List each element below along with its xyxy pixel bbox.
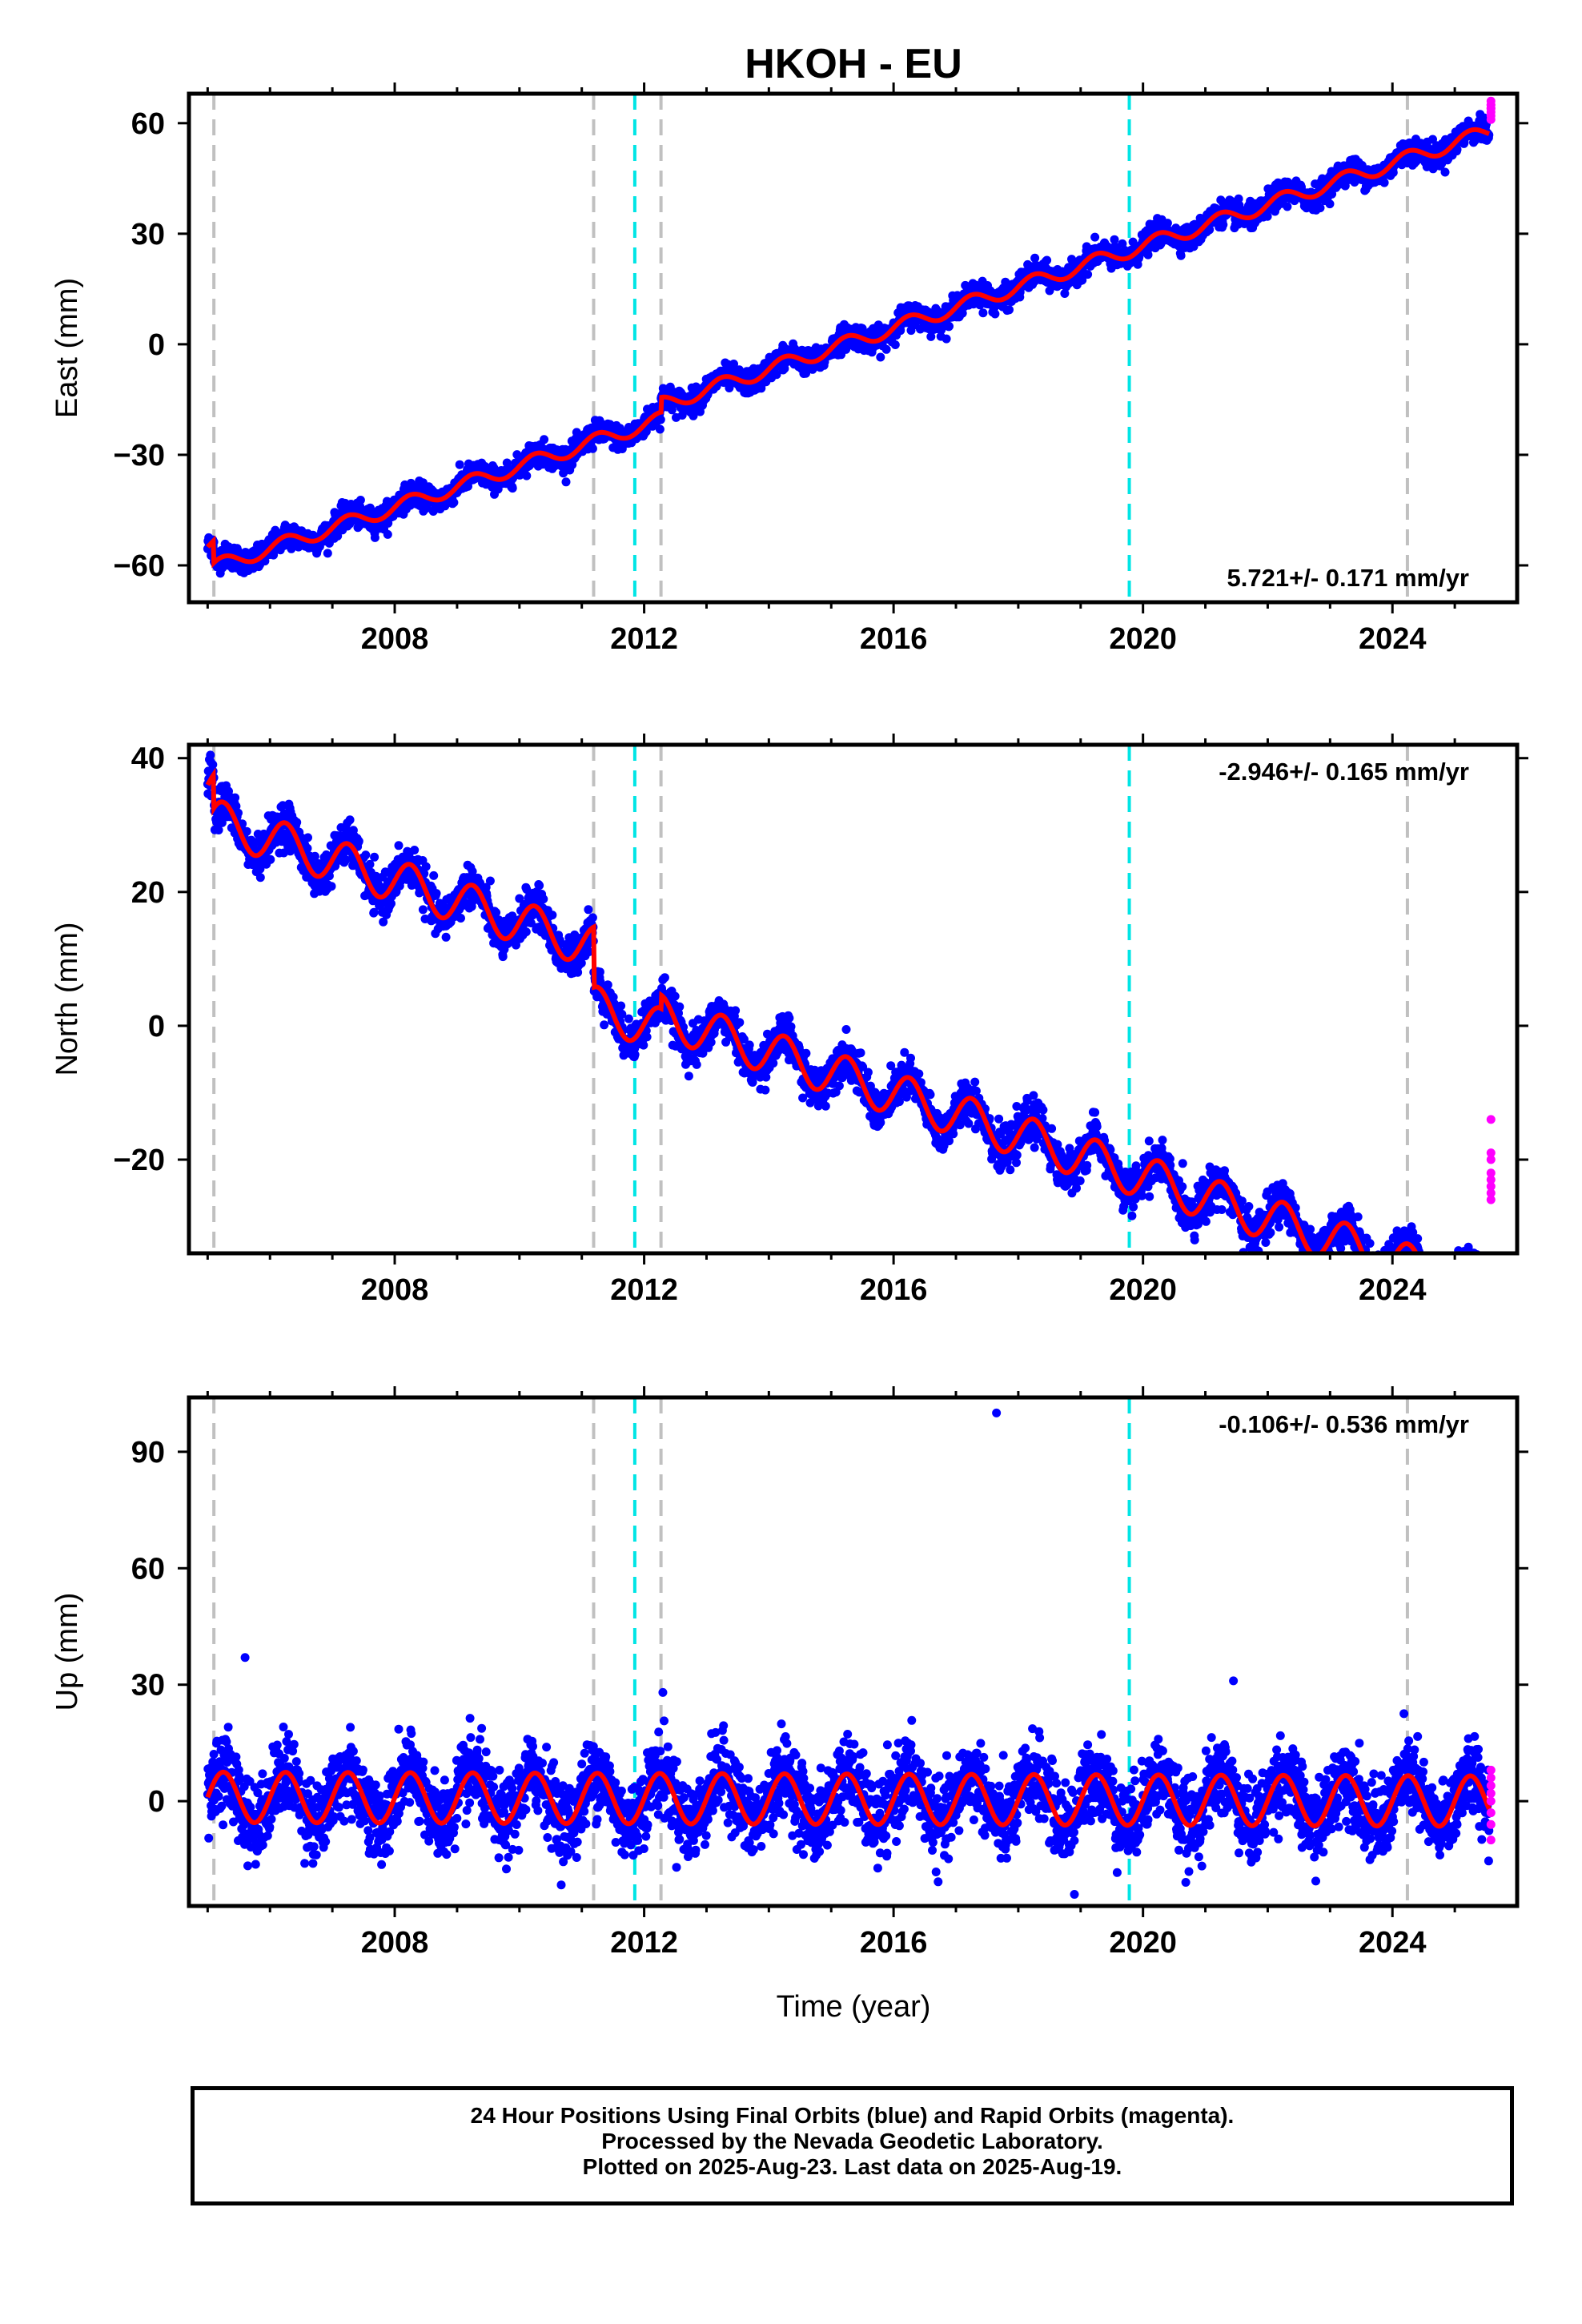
final-orbit-point xyxy=(231,793,240,802)
velocity-rate-label: 5.721+/- 0.171 mm/yr xyxy=(1227,564,1469,592)
final-orbit-point xyxy=(512,450,522,460)
final-orbit-point xyxy=(1283,202,1292,211)
final-orbit-point xyxy=(588,444,597,453)
final-orbit-point xyxy=(890,340,900,349)
final-orbit-point xyxy=(441,932,451,942)
final-orbit-point xyxy=(1090,232,1100,242)
final-orbit-point xyxy=(429,870,439,880)
final-orbit-point xyxy=(561,477,571,487)
final-orbit-point xyxy=(588,913,597,923)
final-orbit-point xyxy=(772,370,781,380)
panels-layer: 2008 2012 2016 2020 2024 60 30 0 −30 −60 East (mm)… xyxy=(50,82,1528,1960)
final-orbit-point xyxy=(1030,253,1040,263)
final-orbit-point xyxy=(1110,235,1119,244)
final-orbit-point xyxy=(323,549,332,558)
final-orbit-point xyxy=(945,321,954,331)
final-orbit-point xyxy=(432,889,441,899)
final-orbit-point xyxy=(1219,220,1228,230)
x-tick-label: 2008 xyxy=(361,622,429,656)
final-orbit-point xyxy=(1176,251,1186,260)
final-orbit-point xyxy=(1083,270,1093,279)
y-tick-label: 0 xyxy=(148,328,165,362)
final-orbit-point xyxy=(303,833,312,842)
final-orbit-point xyxy=(656,415,665,424)
y-tick-label: 30 xyxy=(131,218,165,251)
plot-area xyxy=(203,745,1496,1253)
final-orbit-point xyxy=(354,836,363,846)
final-orbit-point xyxy=(540,435,549,444)
final-orbit-point xyxy=(327,882,336,891)
final-orbit-point xyxy=(539,895,548,904)
final-orbit-point xyxy=(876,352,885,362)
final-orbit-point xyxy=(508,484,517,493)
final-orbit-point xyxy=(370,852,379,862)
final-orbit-point xyxy=(535,881,544,891)
final-orbit-point xyxy=(383,529,392,539)
plot-area xyxy=(203,94,1496,602)
rapid-orbit-point xyxy=(1486,103,1496,113)
y-axis-label: East (mm) xyxy=(50,278,84,418)
x-tick-label: 2024 xyxy=(1359,622,1427,656)
final-orbit-point xyxy=(345,815,355,825)
y-tick-label: −30 xyxy=(114,439,165,472)
final-orbit-point xyxy=(548,911,557,920)
final-orbit-point xyxy=(370,533,379,542)
final-orbit-point xyxy=(361,850,371,860)
final-orbit-point xyxy=(881,344,891,354)
final-orbit-point xyxy=(1005,305,1014,315)
final-orbit-point xyxy=(572,428,581,437)
final-orbit-point xyxy=(255,873,265,883)
y-tick-label: 60 xyxy=(131,107,165,141)
final-orbit-point xyxy=(655,424,665,434)
final-orbit-point xyxy=(521,927,531,937)
final-orbit-point xyxy=(333,531,343,541)
final-orbit-point xyxy=(421,862,431,871)
final-orbit-point xyxy=(942,334,951,344)
final-orbit-point xyxy=(456,914,465,923)
final-orbit-point xyxy=(365,859,375,869)
final-orbit-point xyxy=(355,496,365,505)
final-orbit-point xyxy=(266,854,275,864)
final-orbit-point xyxy=(1042,255,1052,265)
final-orbit-point xyxy=(498,952,508,962)
y-tick-label: −60 xyxy=(114,549,165,583)
final-orbit-point xyxy=(418,905,428,915)
final-orbit-point xyxy=(485,876,495,886)
x-tick-label: 2020 xyxy=(1109,622,1177,656)
final-orbit-point xyxy=(990,309,1000,319)
final-orbit-point xyxy=(394,841,404,850)
final-orbit-point xyxy=(1379,178,1389,187)
final-orbit-point xyxy=(926,332,936,341)
final-orbit-point xyxy=(1325,199,1335,209)
final-orbit-point xyxy=(1440,167,1450,177)
final-orbit-point xyxy=(600,1020,609,1030)
final-orbit-point xyxy=(522,471,532,480)
panel-east: 2008 2012 2016 2020 2024 60 30 0 −30 −60 East (mm)… xyxy=(50,82,1528,656)
final-orbit-point xyxy=(603,980,612,990)
final-orbit-point xyxy=(449,498,459,507)
final-orbit-point xyxy=(595,967,604,977)
final-orbit-point xyxy=(292,818,302,827)
final-orbit-point xyxy=(896,326,905,336)
final-orbit-point xyxy=(410,846,420,854)
final-orbit-point xyxy=(978,308,988,318)
final-orbit-point xyxy=(455,460,464,469)
chart-title: HKOH - EU xyxy=(745,41,962,87)
x-tick-label: 2012 xyxy=(610,622,678,656)
final-orbit-point xyxy=(584,905,593,915)
final-orbit-point xyxy=(801,368,810,378)
x-tick-label: 2016 xyxy=(860,622,928,656)
